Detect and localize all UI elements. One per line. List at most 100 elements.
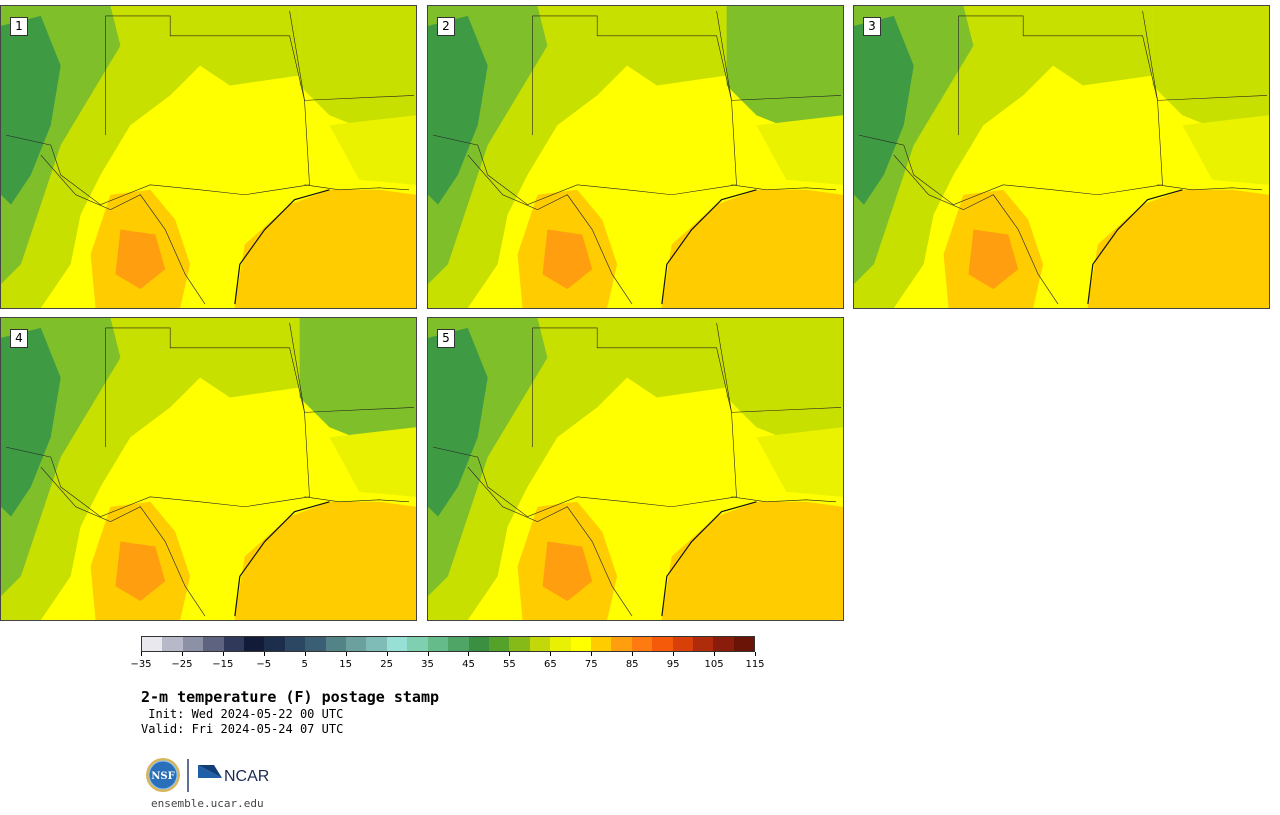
coastline: [661, 189, 757, 305]
colorbar-segment: [468, 637, 489, 651]
colorbar-segment: [386, 637, 408, 651]
state-boundary-lines: [105, 10, 415, 191]
coastline: [234, 501, 330, 617]
colorbar-tick-labels: −35 −25 −15 −5 5 15 25 35 45 55 65 75 85 95 105 115: [130, 652, 765, 676]
colorbar-segment: [652, 637, 673, 651]
state-boundary-lines: [105, 322, 415, 503]
northeast-region: [299, 6, 416, 146]
coastline: [661, 501, 757, 617]
colorbar-tick-label: 5: [301, 659, 308, 670]
state-boundary-lines: [858, 15, 1163, 206]
colorbar-tick: [222, 652, 224, 656]
ensemble-member-panel-4: 4: [0, 317, 417, 621]
init-time: Init: Wed 2024-05-22 00 UTC: [141, 707, 344, 721]
colorbar-tick: [755, 652, 756, 656]
colorbar-segment: [488, 637, 510, 651]
colorbar-segment: [142, 637, 163, 651]
svg-text:NSF: NSF: [151, 771, 174, 782]
ensemble-member-panel-1: 1: [0, 5, 417, 309]
colorbar-segment: [305, 637, 326, 651]
colorbar-tick: [591, 652, 593, 656]
ensemble-member-panel-2: 2: [427, 5, 844, 309]
member-number-label: 4: [10, 329, 28, 348]
member-number-label: 2: [437, 17, 455, 36]
colorbar-tick-label: 35: [421, 659, 434, 670]
ensemble-member-panel-5: 5: [427, 317, 844, 621]
temperature-map: [1, 318, 416, 620]
colorbar-segment: [407, 637, 428, 651]
logos: NSF NCAR: [144, 756, 274, 794]
colorbar-segment: [346, 637, 367, 651]
east-region: [756, 115, 843, 185]
temperature-map: [428, 6, 843, 308]
member-number-label: 3: [863, 17, 881, 36]
colorbar-tick: [550, 652, 552, 656]
state-boundary-lines: [5, 327, 310, 518]
colorbar-segment: [366, 637, 387, 651]
svg-text:NCAR: NCAR: [224, 768, 269, 785]
coastline: [1087, 189, 1183, 305]
gulf-waters: [661, 189, 843, 308]
international-border: [467, 154, 633, 305]
gulf-waters: [234, 189, 416, 308]
colorbar-tick: [304, 652, 306, 656]
mountain-region: [428, 327, 488, 517]
member-number-label: 5: [437, 329, 455, 348]
northeast-region: [726, 6, 843, 146]
hot-spot-region: [542, 541, 593, 602]
state-boundary-lines: [432, 327, 737, 518]
international-border: [467, 466, 633, 617]
colorbar-tick: [509, 652, 511, 656]
colorbar-segment: [631, 637, 653, 651]
colorbar-tick-label: −5: [256, 659, 272, 670]
mountain-region: [854, 15, 914, 205]
international-border: [40, 466, 206, 617]
colorbar-tick-label: 95: [666, 659, 680, 670]
mountain-region: [428, 15, 488, 205]
temperature-map: [428, 318, 843, 620]
colorbar-segment: [325, 637, 347, 651]
colorbar-segment: [284, 637, 306, 651]
colorbar-tick-label: 85: [625, 659, 639, 670]
east-region: [329, 427, 416, 497]
colorbar-segment: [509, 637, 530, 651]
colorbar-segment: [448, 637, 469, 651]
colorbar-tick-label: 65: [543, 659, 557, 670]
colorbar-segment: [223, 637, 245, 651]
colorbar-tick-label: 15: [339, 659, 353, 670]
east-region: [1182, 115, 1269, 185]
colorbar-tick: [386, 652, 388, 656]
colorbar-segment: [162, 637, 183, 651]
east-region: [756, 427, 843, 497]
east-region: [329, 115, 416, 185]
colorbar-tick-label: −35: [130, 659, 152, 670]
colorbar-segment: [692, 637, 714, 651]
hot-spot-region: [968, 229, 1019, 290]
colorbar-segment: [611, 637, 632, 651]
colorbar-segment: [427, 637, 449, 651]
colorbar-tick: [714, 652, 716, 656]
colorbar-tick-label: 25: [380, 659, 393, 670]
valid-time: Valid: Fri 2024-05-24 07 UTC: [141, 722, 344, 736]
colorbar-tick-label: 55: [503, 659, 516, 670]
member-number-label: 1: [10, 17, 28, 36]
temperature-colorbar: [141, 636, 755, 652]
gulf-waters: [1087, 189, 1269, 308]
colorbar-segment: [672, 637, 693, 651]
colorbar-segment: [244, 637, 265, 651]
plot-title: 2-m temperature (F) postage stamp: [141, 688, 440, 706]
colorbar-tick-label: 75: [584, 659, 598, 670]
state-boundary-lines: [958, 10, 1268, 191]
mountain-region: [1, 15, 61, 205]
colorbar-tick: [673, 652, 675, 656]
colorbar-tick-label: 45: [462, 659, 475, 670]
colorbar-tick-label: −25: [171, 659, 193, 670]
colorbar-tick-label: 115: [745, 659, 765, 670]
northeast-region: [1152, 6, 1269, 146]
colorbar-segment: [733, 637, 755, 651]
colorbar-segment: [264, 637, 285, 651]
colorbar-segment: [203, 637, 224, 651]
colorbar-segment: [182, 637, 204, 651]
international-border: [893, 154, 1059, 305]
state-boundary-lines: [5, 15, 310, 206]
